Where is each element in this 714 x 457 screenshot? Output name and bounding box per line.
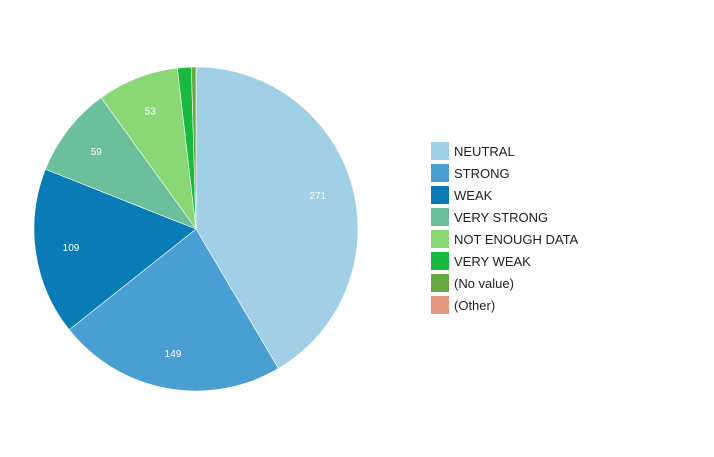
data-label-very-strong: 59 <box>91 147 103 158</box>
legend-label: STRONG <box>454 165 510 181</box>
legend-item-very-weak[interactable]: VERY WEAK <box>431 250 578 272</box>
pie-slice-strong[interactable] <box>68 228 279 392</box>
legend-item-neutral[interactable]: NEUTRAL <box>431 140 578 162</box>
legend-label: VERY STRONG <box>454 209 549 225</box>
legend-item-weak[interactable]: WEAK <box>431 184 578 206</box>
legend-item-no-value[interactable]: (No value) <box>431 272 578 294</box>
legend-swatch <box>431 142 449 160</box>
legend-label: VERY WEAK <box>454 253 531 269</box>
legend-item-strong[interactable]: STRONG <box>431 162 578 184</box>
chart-legend: NEUTRAL STRONG WEAK VERY STRONG NOT ENOUGH D… <box>431 140 578 316</box>
legend-item-other[interactable]: (Other) <box>431 294 578 316</box>
legend-item-very-strong[interactable]: VERY STRONG <box>431 206 578 228</box>
legend-swatch <box>431 208 449 226</box>
legend-label: NEUTRAL <box>454 143 515 159</box>
legend-item-not-enough-data[interactable]: NOT ENOUGH DATA <box>431 228 578 250</box>
pie-slice-very-strong[interactable] <box>45 97 197 230</box>
legend-swatch <box>431 252 449 270</box>
pie-slice-weak[interactable] <box>33 168 197 331</box>
legend-label: (Other) <box>454 297 496 313</box>
data-label-weak: 109 <box>63 243 80 254</box>
data-label-strong: 149 <box>165 349 182 360</box>
pie-slice-no-value[interactable] <box>191 66 197 230</box>
legend-swatch <box>431 230 449 248</box>
legend-swatch <box>431 164 449 182</box>
legend-swatch <box>431 274 449 292</box>
pie-slice-neutral[interactable] <box>195 66 359 369</box>
legend-label: (No value) <box>454 275 514 291</box>
legend-swatch <box>431 296 449 314</box>
data-label-not-enough-data: 53 <box>145 107 157 118</box>
legend-label: WEAK <box>454 187 493 203</box>
legend-swatch <box>431 186 449 204</box>
data-label-neutral: 271 <box>310 191 327 202</box>
legend-label: NOT ENOUGH DATA <box>454 231 579 247</box>
